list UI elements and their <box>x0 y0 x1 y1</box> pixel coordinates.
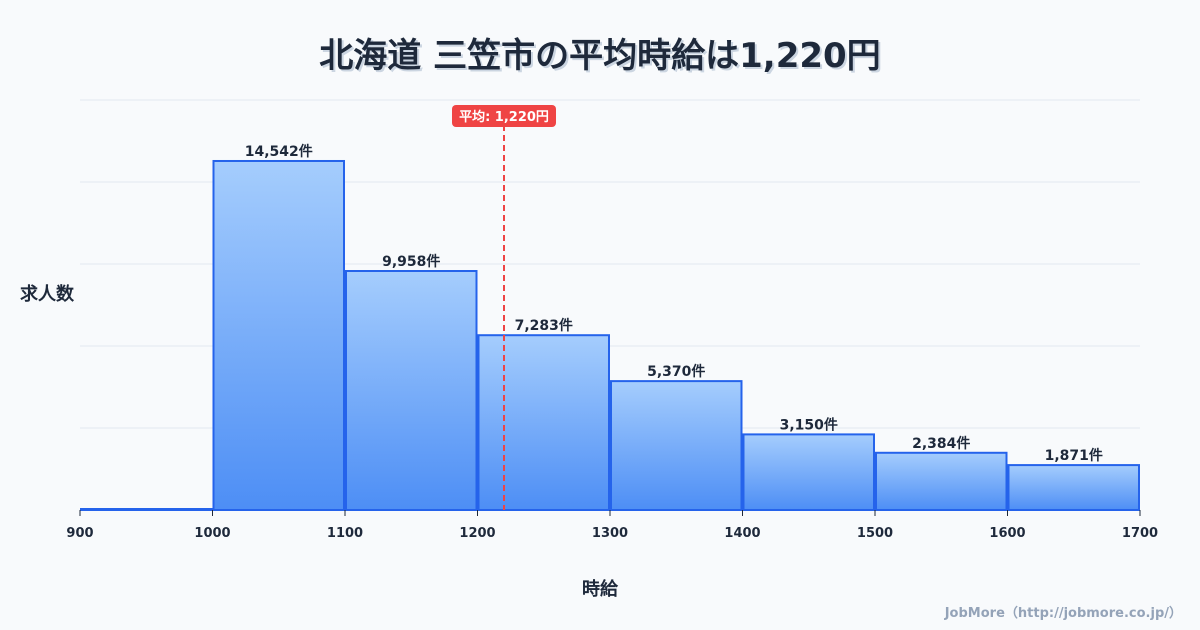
data-label: 14,542件 <box>245 143 313 160</box>
x-axis-label: 時給 <box>582 579 618 600</box>
x-tick-label: 900 <box>66 526 93 541</box>
histogram-bar <box>610 380 743 511</box>
x-tick-label: 1600 <box>989 526 1025 541</box>
histogram-bar <box>1007 464 1140 511</box>
x-tick-label: 1200 <box>459 526 495 541</box>
x-tick-label: 1100 <box>327 526 363 541</box>
x-tick-label: 1500 <box>857 526 893 541</box>
histogram-bar <box>875 451 1008 512</box>
histogram-bar <box>80 508 213 511</box>
data-label: 7,283件 <box>515 317 573 334</box>
chart-title: 北海道 三笠市の平均時給は1,220円 <box>319 36 881 76</box>
histogram-bar <box>345 270 478 511</box>
x-tick-label: 1300 <box>592 526 628 541</box>
data-label: 1,871件 <box>1045 447 1103 464</box>
x-tick-label: 1400 <box>724 526 760 541</box>
histogram-bar <box>477 334 610 511</box>
data-label: 5,370件 <box>647 363 705 380</box>
histogram-bar <box>212 159 345 511</box>
x-tick-label: 1000 <box>194 526 230 541</box>
y-axis-label: 求人数 <box>20 284 74 305</box>
data-label: 9,958件 <box>382 253 440 270</box>
histogram-bar <box>742 433 875 512</box>
average-badge <box>452 105 556 127</box>
data-label: 3,150件 <box>780 416 838 433</box>
average-label: 平均: 1,220円 <box>459 109 549 125</box>
x-tick-label: 1700 <box>1122 526 1158 541</box>
data-label: 2,384件 <box>912 435 970 452</box>
credit-link[interactable]: JobMore（http://jobmore.co.jp/） <box>944 606 1182 621</box>
